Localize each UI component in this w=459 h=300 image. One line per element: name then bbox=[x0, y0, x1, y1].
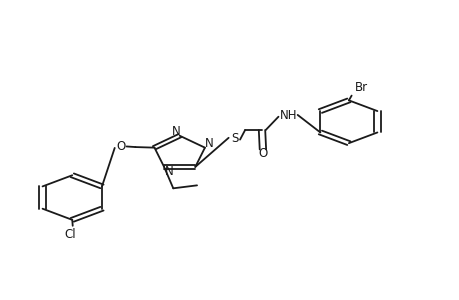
Text: O: O bbox=[258, 147, 267, 160]
Text: N: N bbox=[165, 165, 174, 178]
Text: S: S bbox=[230, 132, 238, 145]
Text: Br: Br bbox=[354, 80, 367, 94]
Text: O: O bbox=[116, 140, 125, 153]
Text: NH: NH bbox=[279, 109, 297, 122]
Text: N: N bbox=[171, 125, 180, 138]
Text: N: N bbox=[205, 137, 213, 150]
Text: Cl: Cl bbox=[64, 228, 76, 241]
